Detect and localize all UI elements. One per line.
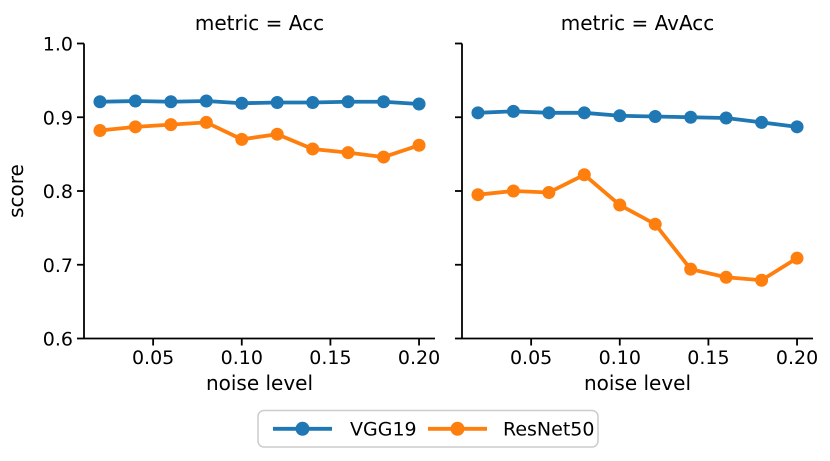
data-point-resnet50 <box>684 262 698 276</box>
x-tick-label: 0.15 <box>687 347 729 369</box>
data-point-resnet50 <box>235 132 249 146</box>
data-point-resnet50 <box>377 150 391 164</box>
x-axis-label: noise level <box>206 371 313 395</box>
y-tick-label: 0.8 <box>43 181 73 203</box>
panel-title: metric = Acc <box>195 11 324 35</box>
y-tick-label: 0.7 <box>43 255 73 277</box>
data-point-resnet50 <box>199 115 213 129</box>
series-line-resnet50 <box>99 120 420 160</box>
x-axis-label: noise level <box>584 371 691 395</box>
legend-marker-vgg19 <box>295 421 310 436</box>
x-tick-label: 0.10 <box>221 347 263 369</box>
data-point-vgg19 <box>377 95 391 109</box>
data-point-vgg19 <box>164 95 178 109</box>
x-tick-label: 0.05 <box>510 347 552 369</box>
data-point-vgg19 <box>790 120 804 134</box>
x-tick-label: 0.20 <box>398 347 440 369</box>
data-point-vgg19 <box>506 104 520 118</box>
data-point-vgg19 <box>270 96 284 109</box>
data-point-resnet50 <box>542 185 556 199</box>
data-point-resnet50 <box>790 251 804 265</box>
data-point-resnet50 <box>93 124 107 138</box>
legend: VGG19 ResNet50 <box>257 409 599 448</box>
data-point-resnet50 <box>648 217 662 231</box>
y-tick-label: 0.9 <box>43 107 73 129</box>
data-point-vgg19 <box>577 106 591 120</box>
data-point-vgg19 <box>613 109 627 123</box>
legend-marker-resnet50 <box>450 421 465 436</box>
data-point-resnet50 <box>270 127 284 141</box>
data-point-resnet50 <box>341 146 355 160</box>
panel-metric-avacc: 0.05 0.10 0.15 0.20 metric = AvAcc noise leve… <box>455 11 818 395</box>
data-point-resnet50 <box>412 138 426 152</box>
x-tick-label: 0.05 <box>132 347 174 369</box>
data-point-vgg19 <box>542 106 556 120</box>
y-axis-label: score <box>4 164 28 218</box>
data-point-resnet50 <box>577 168 591 182</box>
panel-title: metric = AvAcc <box>561 11 715 35</box>
data-point-vgg19 <box>93 95 107 109</box>
series-line-vgg19 <box>99 99 420 106</box>
data-point-resnet50 <box>306 142 320 156</box>
data-point-resnet50 <box>471 188 485 202</box>
series-line-vgg19 <box>477 109 798 129</box>
legend-label-resnet50: ResNet50 <box>503 418 594 440</box>
legend-label-vgg19: VGG19 <box>350 418 417 440</box>
data-point-resnet50 <box>128 120 142 134</box>
data-point-vgg19 <box>755 115 769 129</box>
data-point-vgg19 <box>684 110 698 124</box>
data-point-vgg19 <box>306 96 320 109</box>
data-point-resnet50 <box>164 118 178 132</box>
data-point-vgg19 <box>719 111 733 125</box>
y-tick-label: 0.6 <box>43 329 73 351</box>
x-tick-label: 0.15 <box>309 347 351 369</box>
data-point-vgg19 <box>471 106 485 120</box>
data-point-resnet50 <box>755 273 769 287</box>
y-tick-label: 1.0 <box>43 34 73 56</box>
data-point-vgg19 <box>128 94 142 108</box>
data-point-vgg19 <box>648 110 662 124</box>
data-point-vgg19 <box>412 97 426 111</box>
panel-metric-acc: 0.6 0.7 0.8 0.9 1.0 0.05 0.10 0.15 0.20 metric = … <box>43 11 440 395</box>
data-point-vgg19 <box>235 96 249 110</box>
data-point-resnet50 <box>613 198 627 212</box>
x-tick-label: 0.20 <box>776 347 818 369</box>
data-point-vgg19 <box>199 94 213 108</box>
series-line-resnet50 <box>477 172 799 283</box>
x-tick-label: 0.10 <box>599 347 641 369</box>
data-point-resnet50 <box>719 270 733 284</box>
data-point-resnet50 <box>506 184 520 198</box>
data-point-vgg19 <box>341 95 355 109</box>
